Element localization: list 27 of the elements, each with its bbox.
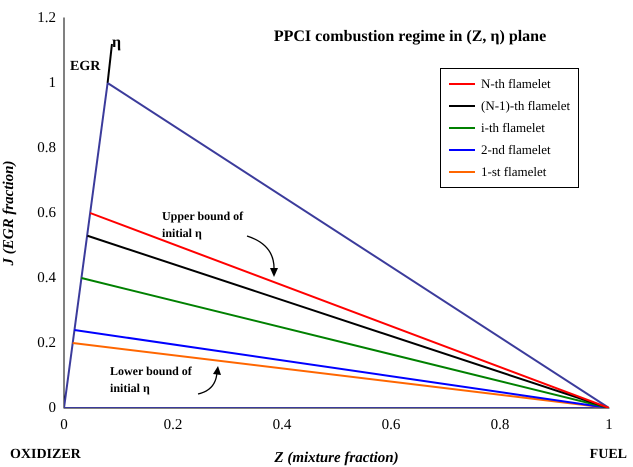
text: PPCI combustion regime in (Z, η) plane [272, 28, 548, 46]
y-tick-label: 0.8 [37, 140, 56, 156]
legend-label: (N-1)-th flamelet [480, 97, 570, 115]
x-tick-label: 0.6 [382, 416, 401, 433]
x-tick-label: 0.8 [490, 416, 510, 433]
x-tick-label: 0 [60, 416, 68, 433]
legend-label: i-th flamelet [480, 119, 546, 137]
legend-label: 2-nd flamelet [480, 141, 552, 159]
y-axis-title: J (EGR fraction) [0, 160, 17, 266]
x-tick-label: 0.2 [164, 416, 182, 433]
annotation: Upper bound of initial η [162, 208, 244, 242]
y-tick-label: 1.2 [37, 10, 56, 26]
annotation: Lower bound of initial η [110, 363, 192, 397]
legend-label: N-th flamelet [480, 75, 552, 93]
y-tick-label: 0.6 [37, 204, 56, 221]
x-tick-label: 1 [605, 416, 613, 433]
annotation: EGR [70, 58, 100, 75]
annotation: η [112, 34, 122, 51]
text: FUEL [590, 446, 627, 463]
text: OXIDIZER [10, 446, 81, 463]
legend-label: 1-st flamelet [480, 163, 548, 181]
y-tick-label: 0.2 [37, 334, 56, 351]
y-tick-label: 0 [48, 400, 56, 416]
y-tick-label: 0.4 [37, 270, 56, 286]
y-tick-label: 1 [48, 74, 56, 91]
x-axis-title: Z (mixture fraction) [273, 450, 399, 466]
x-tick-label: 0.4 [272, 416, 292, 433]
